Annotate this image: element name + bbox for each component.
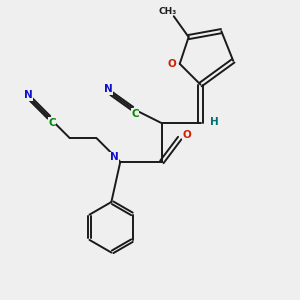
Text: H: H: [209, 117, 218, 127]
Text: O: O: [168, 59, 177, 69]
Text: C: C: [48, 118, 56, 128]
Text: N: N: [110, 152, 119, 162]
Text: CH₃: CH₃: [159, 7, 177, 16]
Text: N: N: [104, 84, 113, 94]
Text: O: O: [183, 130, 191, 140]
Text: C: C: [131, 109, 139, 119]
Text: N: N: [24, 90, 32, 100]
